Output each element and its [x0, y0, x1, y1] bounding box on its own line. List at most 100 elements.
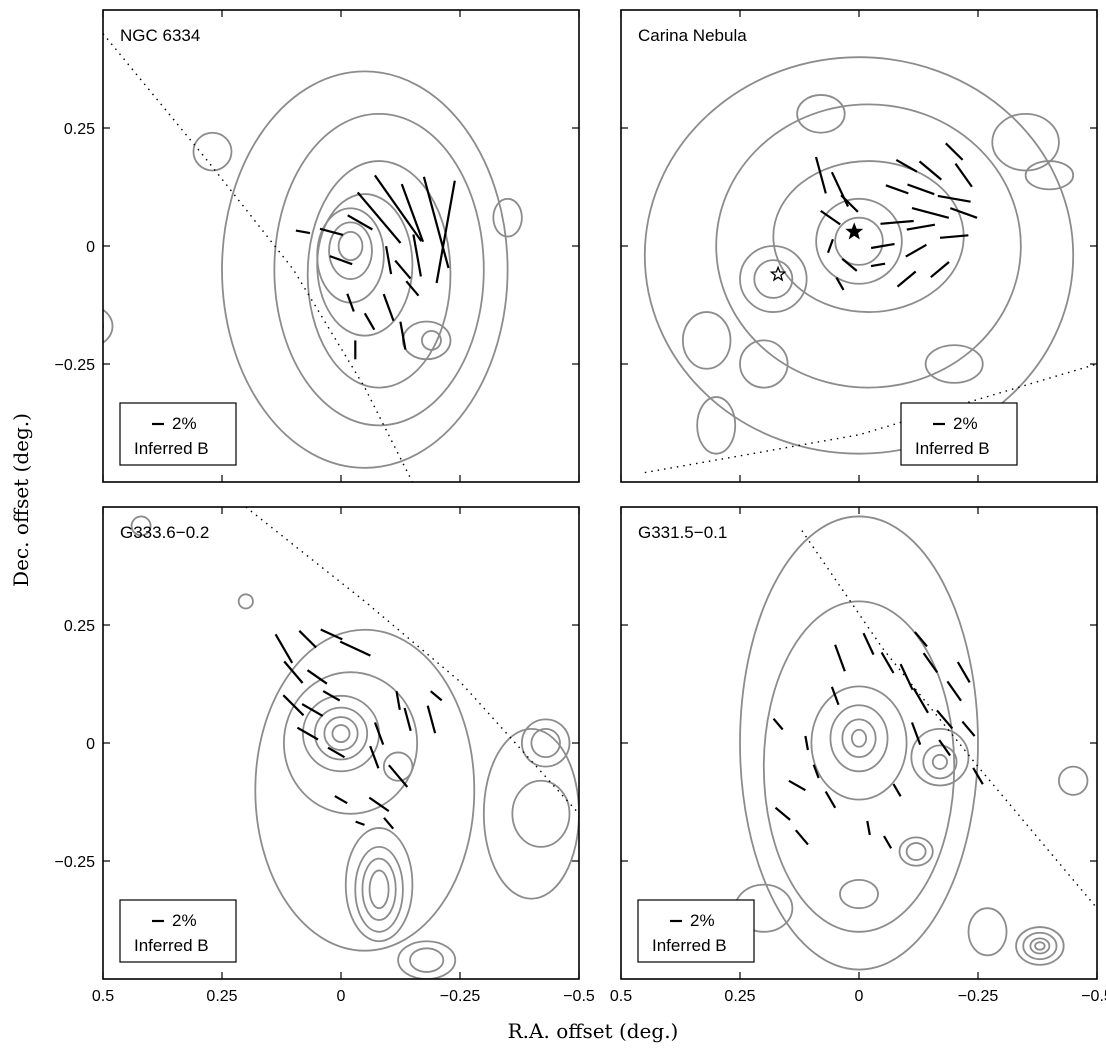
b-field-vector: [862, 632, 875, 656]
b-field-vector: [912, 687, 929, 714]
b-field-vector: [899, 663, 914, 691]
contour-line: [910, 727, 970, 787]
b-field-vector: [301, 703, 324, 717]
b-field-vector: [373, 722, 385, 745]
b-field-vector: [834, 644, 846, 672]
open-star-marker: [769, 265, 787, 282]
b-field-vector: [826, 238, 834, 254]
b-field-vector: [394, 259, 412, 280]
contour-line: [696, 396, 737, 455]
contour-line: [530, 727, 561, 759]
b-field-vector: [329, 255, 353, 266]
b-field-vector: [282, 694, 305, 717]
contour-line: [715, 103, 1022, 389]
b-field-vector: [956, 661, 971, 683]
contour-line: [63, 314, 96, 338]
legend-box: [119, 402, 237, 466]
contour-line: [739, 515, 979, 971]
b-field-vector: [880, 651, 895, 674]
contour-line: [397, 940, 457, 979]
contour-line: [70, 319, 89, 333]
contour-line: [1034, 941, 1046, 951]
x-tick-label: −0.25: [958, 988, 999, 1005]
b-field-vector: [892, 783, 902, 797]
contour-line: [1022, 931, 1058, 961]
b-field-vector: [945, 142, 964, 161]
b-field-vector: [339, 640, 371, 657]
filled-star-marker: [845, 222, 864, 240]
b-field-vector: [870, 262, 886, 268]
b-field-vector: [824, 790, 837, 809]
contour-line: [401, 320, 452, 361]
contour-line: [991, 112, 1060, 172]
y-tick-label: −0.25: [55, 854, 96, 871]
contour-line: [409, 947, 445, 973]
galactic-plane-line: [801, 530, 1097, 909]
contour-line: [254, 628, 476, 952]
b-field-vector: [870, 242, 895, 250]
b-field-vector: [936, 709, 954, 730]
b-field-vector: [907, 183, 935, 196]
b-field-vector: [939, 234, 969, 239]
contour-line: [643, 56, 1075, 455]
contour-line: [739, 245, 808, 313]
x-axis-label: R.A. offset (deg.): [508, 1019, 679, 1043]
b-field-vector: [794, 829, 809, 846]
b-field-vector: [972, 767, 984, 785]
contour-line: [313, 706, 369, 761]
contour-line: [328, 221, 373, 280]
contour-line: [354, 845, 404, 933]
y-axis-label: Dec. offset (deg.): [9, 413, 33, 587]
legend-scale-label: 2%: [172, 414, 197, 433]
legend-box: [119, 899, 237, 963]
y-tick-label: 0: [86, 239, 95, 256]
b-field-vector: [885, 184, 909, 195]
contour-line: [810, 685, 908, 801]
b-field-vector: [347, 214, 373, 231]
b-field-vector: [937, 194, 971, 203]
contour-line: [967, 907, 1008, 957]
b-field-vector: [429, 690, 443, 702]
x-tick-label: −0.5: [1081, 988, 1106, 1005]
contour-line: [829, 704, 889, 773]
contour-line: [103, 321, 104, 331]
contour-line: [130, 515, 152, 537]
x-tick-label: 0.25: [724, 988, 755, 1005]
x-tick-label: 0.25: [206, 988, 237, 1005]
panel-title: G333.6−0.2: [120, 523, 209, 542]
panel-plot-area: [734, 515, 1097, 971]
b-field-vector: [830, 686, 840, 706]
b-field-vector: [896, 270, 917, 288]
b-field-vector: [774, 806, 791, 821]
b-field-vector: [422, 176, 450, 269]
panel-frame: [620, 9, 1098, 483]
contour-line: [103, 308, 114, 344]
panel-title: Carina Nebula: [638, 26, 747, 45]
b-field-vector: [395, 691, 401, 710]
b-field-vector: [298, 630, 317, 649]
contour-line: [421, 330, 442, 351]
panel-bottom-left: 0.5 0.25 0 −0.25 −0.5 0.25 0 −0.25 G333.6−0.2 2% I…: [55, 506, 595, 1005]
contour-line: [344, 827, 414, 943]
panel-top-right: Carina Nebula 2% Inferred B: [620, 9, 1098, 483]
legend-box: [637, 899, 755, 963]
contour-line: [841, 718, 877, 759]
y-tick-label: 0: [86, 736, 95, 753]
contour-line: [739, 339, 789, 389]
b-field-vector: [961, 720, 976, 737]
contour-line: [772, 160, 965, 313]
legend: 2% Inferred B: [119, 899, 237, 963]
b-field-vector: [306, 669, 328, 685]
legend-label: Inferred B: [134, 936, 209, 955]
contour-line: [492, 197, 523, 238]
legend-label: Inferred B: [652, 936, 727, 955]
b-field-vector: [804, 735, 809, 751]
contour-line: [273, 112, 485, 427]
b-field-vector: [412, 234, 422, 277]
y-tick-label: −0.25: [55, 357, 96, 374]
b-field-vector: [954, 162, 973, 188]
b-field-vector: [327, 746, 346, 759]
legend-label: Inferred B: [134, 439, 209, 458]
contour-line: [368, 869, 390, 910]
